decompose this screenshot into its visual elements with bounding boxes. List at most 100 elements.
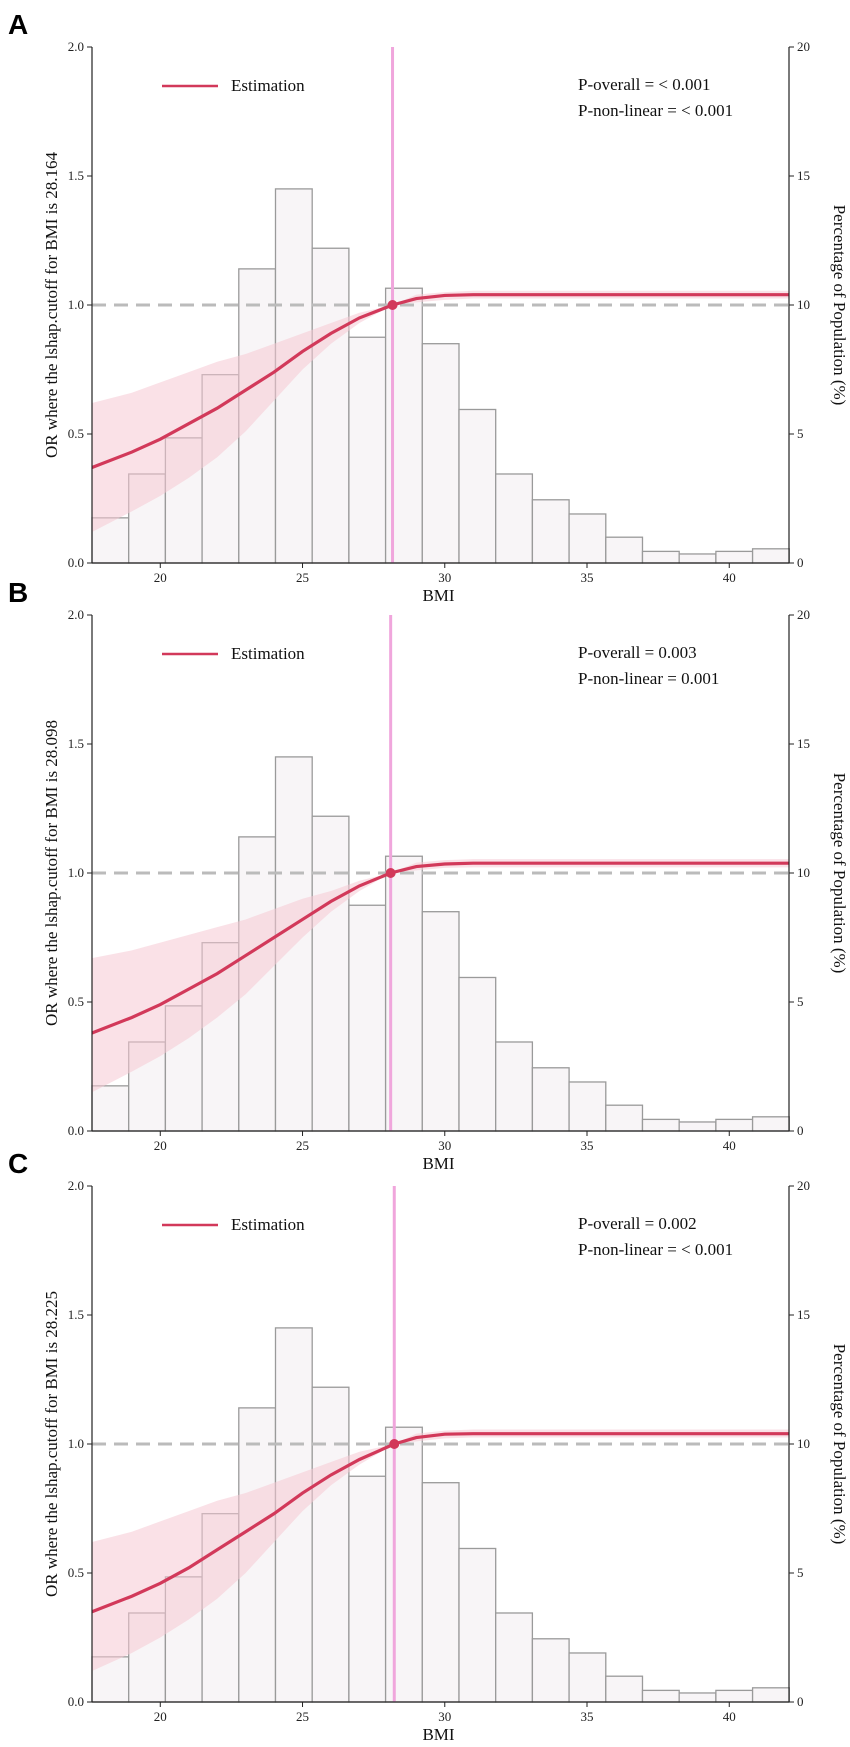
left-tick-label: 2.0 bbox=[68, 607, 84, 622]
right-axis-title: Percentage of Population (%) bbox=[830, 1344, 849, 1545]
left-tick-label: 1.0 bbox=[68, 297, 84, 312]
legend-label: Estimation bbox=[231, 1215, 305, 1234]
left-tick-label: 0.5 bbox=[68, 994, 84, 1009]
estimation-curve bbox=[91, 861, 789, 1035]
left-tick-label: 0.0 bbox=[68, 1694, 84, 1709]
histogram-bar bbox=[421, 343, 460, 564]
right-tick-label: 10 bbox=[797, 297, 810, 312]
right-tick-label: 5 bbox=[797, 426, 804, 441]
histogram-bar bbox=[421, 1482, 460, 1703]
histogram-bar bbox=[751, 1116, 790, 1132]
left-tick-label: 0.0 bbox=[68, 1123, 84, 1138]
histogram-bar bbox=[458, 976, 497, 1132]
x-tick-label: 20 bbox=[154, 1709, 167, 1724]
left-tick-label: 0.0 bbox=[68, 555, 84, 570]
p-overall-text: P-overall = 0.002 bbox=[578, 1214, 697, 1233]
histogram-bar bbox=[715, 1689, 754, 1703]
right-tick-label: 15 bbox=[797, 168, 810, 183]
histogram-bar bbox=[715, 550, 754, 564]
histogram-bar bbox=[458, 408, 497, 564]
x-tick-label: 40 bbox=[723, 570, 736, 585]
histogram-bar bbox=[348, 904, 387, 1132]
cutoff-point bbox=[385, 868, 396, 878]
x-tick-label: 35 bbox=[581, 1138, 594, 1153]
x-tick-label: 30 bbox=[438, 570, 451, 585]
histogram-bar bbox=[495, 473, 534, 564]
p-nonlinear-text: P-non-linear = < 0.001 bbox=[578, 101, 733, 120]
cutoff-point bbox=[389, 1439, 400, 1449]
histogram-bar bbox=[384, 1426, 423, 1703]
histogram-bar bbox=[531, 1638, 570, 1703]
right-tick-label: 20 bbox=[797, 39, 810, 54]
right-tick-label: 0 bbox=[797, 1694, 804, 1709]
left-tick-label: 2.0 bbox=[68, 1178, 84, 1193]
left-tick-label: 1.5 bbox=[68, 736, 84, 751]
x-tick-label: 25 bbox=[296, 570, 309, 585]
p-overall-text: P-overall = 0.003 bbox=[578, 643, 697, 662]
x-tick-label: 35 bbox=[581, 1709, 594, 1724]
legend-label: Estimation bbox=[231, 644, 305, 663]
left-axis-title: OR where the lshap.cutoff for BMI is 28.… bbox=[42, 151, 61, 458]
histogram-bar bbox=[641, 1689, 680, 1703]
left-axis-title: OR where the lshap.cutoff for BMI is 28.… bbox=[42, 720, 61, 1026]
x-tick-label: 25 bbox=[296, 1709, 309, 1724]
panel-a: A 0.0 0.5 1.0 1.5 2.0 0 5 10 15 20 20 25 30 35 40 BMI OR … bbox=[8, 9, 849, 605]
histogram-bar bbox=[91, 1085, 130, 1132]
histogram-bar bbox=[605, 1104, 644, 1132]
x-axis-title: BMI bbox=[422, 1154, 454, 1173]
histogram-bar bbox=[641, 1118, 680, 1132]
x-tick-label: 40 bbox=[723, 1138, 736, 1153]
left-axis-title: OR where the lshap.cutoff for BMI is 28.… bbox=[42, 1291, 61, 1597]
histogram-bar bbox=[311, 1386, 350, 1703]
histogram-bar bbox=[605, 536, 644, 564]
panel-letter: C bbox=[8, 1148, 28, 1179]
legend-label: Estimation bbox=[231, 76, 305, 95]
right-tick-label: 0 bbox=[797, 1123, 804, 1138]
left-tick-label: 2.0 bbox=[68, 39, 84, 54]
histogram-bar bbox=[311, 247, 350, 564]
x-tick-label: 30 bbox=[438, 1138, 451, 1153]
confidence-band bbox=[92, 290, 789, 533]
estimation-curve bbox=[91, 1432, 789, 1614]
x-tick-label: 25 bbox=[296, 1138, 309, 1153]
right-tick-label: 5 bbox=[797, 1565, 804, 1580]
p-nonlinear-text: P-non-linear = < 0.001 bbox=[578, 1240, 733, 1259]
histogram-bar bbox=[348, 1475, 387, 1703]
x-tick-label: 30 bbox=[438, 1709, 451, 1724]
histogram-bar bbox=[605, 1675, 644, 1703]
histogram-bar bbox=[678, 553, 717, 564]
histogram-bar bbox=[568, 1081, 607, 1132]
panel-letter: B bbox=[8, 577, 28, 608]
histogram-bar bbox=[495, 1612, 534, 1703]
cutoff-point bbox=[387, 300, 398, 310]
x-tick-label: 35 bbox=[581, 570, 594, 585]
left-tick-label: 0.5 bbox=[68, 1565, 84, 1580]
p-overall-text: P-overall = < 0.001 bbox=[578, 75, 711, 94]
panel-c: C 0.0 0.5 1.0 1.5 2.0 0 5 10 15 20 20 25 30 35 40 BMI OR … bbox=[8, 1148, 849, 1744]
right-tick-label: 10 bbox=[797, 865, 810, 880]
histogram-bar bbox=[678, 1121, 717, 1132]
histogram-bar bbox=[421, 911, 460, 1132]
histogram-bar bbox=[568, 513, 607, 564]
right-tick-label: 5 bbox=[797, 994, 804, 1009]
x-axis-title: BMI bbox=[422, 1725, 454, 1744]
panel-letter: A bbox=[8, 9, 28, 40]
right-axis-title: Percentage of Population (%) bbox=[830, 205, 849, 406]
right-tick-label: 20 bbox=[797, 1178, 810, 1193]
histogram-bar bbox=[531, 1067, 570, 1132]
x-tick-label: 20 bbox=[154, 1138, 167, 1153]
left-tick-label: 1.5 bbox=[68, 168, 84, 183]
right-tick-label: 10 bbox=[797, 1436, 810, 1451]
p-nonlinear-text: P-non-linear = 0.001 bbox=[578, 669, 719, 688]
right-axis-title: Percentage of Population (%) bbox=[830, 773, 849, 974]
histogram-bar bbox=[348, 336, 387, 564]
right-tick-label: 15 bbox=[797, 1307, 810, 1322]
x-tick-label: 20 bbox=[154, 570, 167, 585]
right-tick-label: 0 bbox=[797, 555, 804, 570]
histogram-bar bbox=[531, 499, 570, 564]
histogram-bar bbox=[568, 1652, 607, 1703]
left-tick-label: 0.5 bbox=[68, 426, 84, 441]
right-tick-label: 15 bbox=[797, 736, 810, 751]
histogram-bar bbox=[458, 1547, 497, 1703]
